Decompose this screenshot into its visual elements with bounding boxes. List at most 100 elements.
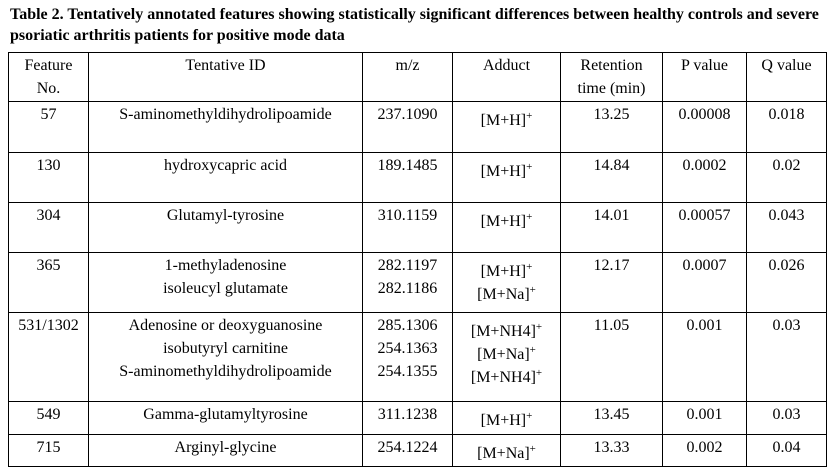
q-value: 0.02 (772, 157, 801, 174)
feature: 549 (36, 406, 61, 423)
q-value: 0.043 (768, 207, 805, 224)
cell: 0.001 (662, 401, 747, 435)
header-cell: P value (662, 52, 747, 102)
cell: 0.00057 (662, 202, 747, 253)
adduct: [M+NH4]+ (456, 366, 557, 389)
cell: 11.05 (560, 312, 663, 402)
feature: 304 (36, 207, 61, 224)
cell: 189.1485 (362, 152, 453, 203)
feature: 130 (36, 157, 61, 174)
header-text: Adduct (482, 57, 531, 74)
adduct-charge: + (526, 161, 533, 173)
header-text: Q value (761, 57, 812, 74)
cell: 0.03 (746, 312, 827, 402)
mz: 254.1224 (377, 439, 438, 456)
q-value: 0.03 (772, 406, 801, 423)
mz: 237.1090 (377, 106, 438, 123)
retention: 12.17 (593, 257, 630, 274)
cell: [M+H]+ (452, 202, 561, 253)
mz: 282.1186 (377, 280, 438, 297)
adduct-charge: + (529, 284, 536, 296)
table-row: 715 Arginyl-glycine 254.1224 [M+Na]+ 13.33 0.… (8, 434, 827, 467)
header-text: Retention (580, 57, 643, 74)
cell: 531/1302 (8, 312, 89, 402)
q-value: 0.026 (768, 257, 805, 274)
cell: 0.001 (662, 312, 747, 402)
adduct-ion: [M+H] (480, 163, 527, 180)
adduct: [M+H]+ (456, 260, 557, 283)
feature: 57 (40, 106, 57, 123)
tentative-id: Arginyl-glycine (174, 439, 277, 456)
cell: 285.1306 254.1363 254.1355 (362, 312, 453, 402)
header-cell: Retention time (min) (560, 52, 663, 102)
cell: S-aminomethyldihydrolipoamide (88, 101, 363, 153)
cell: 57 (8, 101, 89, 153)
cell: 0.043 (746, 202, 827, 253)
adduct-charge: + (529, 443, 536, 455)
adduct-charge: + (526, 261, 533, 273)
adducts: [M+H]+ (456, 103, 557, 132)
adduct: [M+H]+ (456, 160, 557, 183)
tentative-id: isobutyryl carnitine (163, 340, 288, 357)
adduct-charge: + (526, 211, 533, 223)
adduct-ion: [M+Na] (477, 346, 530, 363)
adduct-ion: [M+H] (480, 412, 527, 429)
header-cell: Q value (746, 52, 827, 102)
header-cell: m/z (362, 52, 453, 102)
cell: hydroxycapric acid (88, 152, 363, 203)
tentative-id: isoleucyl glutamate (163, 280, 288, 297)
cell: 0.0002 (662, 152, 747, 203)
cell: 365 (8, 252, 89, 313)
feature: 531/1302 (18, 317, 79, 334)
adduct: [M+Na]+ (456, 442, 557, 465)
adduct: [M+Na]+ (456, 283, 557, 306)
cell: Adenosine or deoxyguanosine isobutyryl ca… (88, 312, 363, 402)
cell: 310.1159 (362, 202, 453, 253)
header-text: Tentative ID (185, 57, 266, 74)
cell: 12.17 (560, 252, 663, 313)
table-row: 549 Gamma-glutamyltyrosine 311.1238 [M+H]+ 1… (8, 401, 827, 435)
mz: 285.1306 (377, 317, 438, 334)
p-value: 0.0007 (682, 257, 727, 274)
cell: 13.25 (560, 101, 663, 153)
adduct: [M+H]+ (456, 210, 557, 233)
cell: 304 (8, 202, 89, 253)
q-value: 0.04 (772, 439, 801, 456)
p-value: 0.001 (686, 317, 723, 334)
cell: 0.026 (746, 252, 827, 313)
retention: 13.33 (593, 439, 630, 456)
table: Feature No. Tentative ID m/z Adduct Retention… (8, 52, 827, 467)
adduct: [M+H]+ (456, 409, 557, 432)
cell: 14.01 (560, 202, 663, 253)
cell: 1-methyladenosine isoleucyl glutamate (88, 252, 363, 313)
cell: [M+Na]+ (452, 434, 561, 467)
retention: 14.01 (593, 207, 630, 224)
adducts: [M+NH4]+ [M+Na]+ [M+NH4]+ (456, 314, 557, 389)
tentative-id: hydroxycapric acid (163, 157, 288, 174)
header-row: Feature No. Tentative ID m/z Adduct Retention… (8, 52, 827, 102)
cell: [M+NH4]+ [M+Na]+ [M+NH4]+ (452, 312, 561, 402)
header-text: P value (681, 57, 728, 74)
feature: 715 (36, 439, 61, 456)
mz: 310.1159 (377, 207, 438, 224)
adduct-charge: + (529, 344, 536, 356)
adduct-ion: [M+Na] (477, 445, 530, 462)
adduct-charge: + (526, 410, 533, 422)
p-value: 0.00008 (678, 106, 731, 123)
p-value: 0.0002 (682, 157, 727, 174)
header-cell: Tentative ID (88, 52, 363, 102)
mz: 189.1485 (377, 157, 438, 174)
adduct: [M+Na]+ (456, 343, 557, 366)
cell: [M+H]+ (452, 152, 561, 203)
adducts: [M+H]+ (456, 403, 557, 432)
cell: 282.1197 282.1186 (362, 252, 453, 313)
header-text: No. (36, 80, 61, 97)
header-text: time (min) (577, 80, 646, 97)
tentative-id: Glutamyl-tyrosine (166, 207, 285, 224)
cell: [M+H]+ [M+Na]+ (452, 252, 561, 313)
mz: 282.1197 (377, 257, 438, 274)
cell: 311.1238 (362, 401, 453, 435)
cell: 14.84 (560, 152, 663, 203)
adduct-ion: [M+NH4] (470, 323, 536, 340)
